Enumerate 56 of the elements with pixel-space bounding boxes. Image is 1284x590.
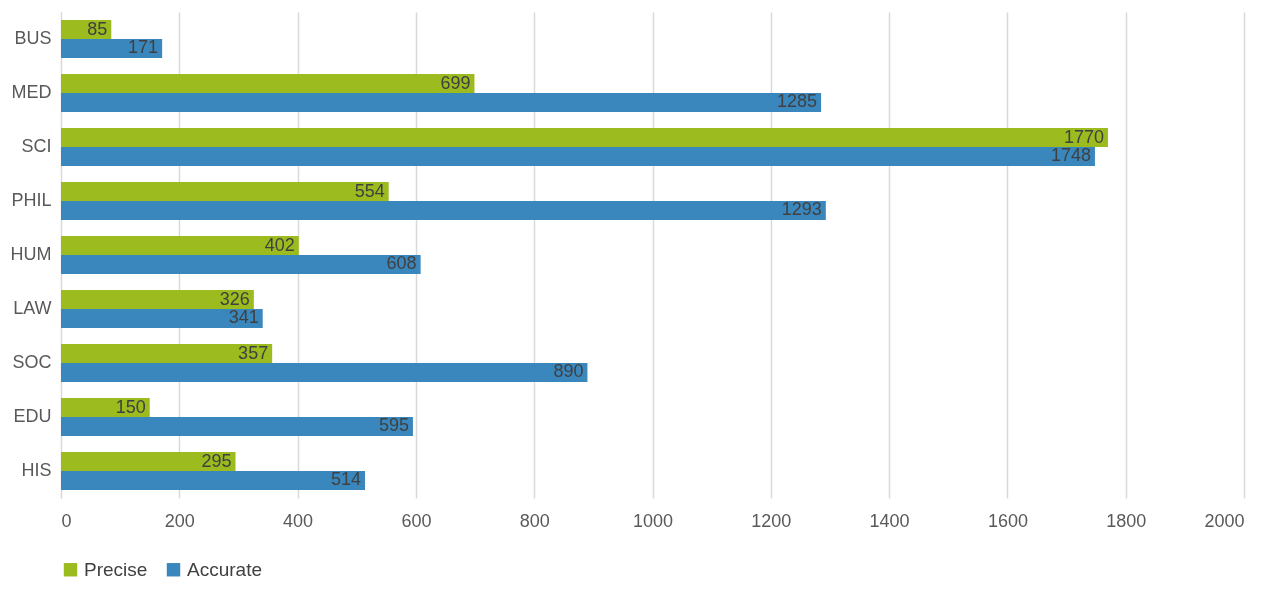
data-label: 1285 [777,91,818,112]
y-tick-label: BUS [14,28,52,48]
bar [61,128,1108,147]
y-tick-label: HUM [10,244,52,264]
x-tick-label: 600 [401,510,432,531]
data-label: 1293 [781,199,822,220]
y-tick-label: MED [11,82,52,102]
bar [61,236,299,255]
bar [61,417,413,436]
data-label: 1748 [1050,145,1091,166]
data-label: 341 [228,307,259,328]
data-label: 1770 [1063,126,1104,147]
x-tick-label: 1400 [869,510,910,531]
data-label: 171 [128,37,159,58]
legend-label: Accurate [187,558,262,580]
bar [61,147,1095,166]
y-tick-label: EDU [13,406,52,426]
legend-label: Precise [84,558,148,580]
data-label: 554 [354,180,385,201]
data-label: 150 [115,396,146,417]
data-label: 608 [386,253,417,274]
y-tick-label: HIS [21,460,52,480]
bar [61,309,263,328]
data-label: 357 [238,342,269,363]
data-label: 595 [378,415,409,436]
data-label: 514 [330,469,362,490]
x-tick-label: 400 [283,510,314,531]
x-tick-label: 2000 [1204,510,1245,531]
bar [61,39,163,58]
bar [61,344,273,363]
data-label: 85 [87,18,108,39]
y-tick-label: SCI [21,136,52,156]
x-tick-label: 1600 [987,510,1028,531]
data-label: 295 [201,450,232,471]
bar [61,255,421,274]
bar [61,182,389,201]
x-tick-label: 800 [519,510,550,531]
bar [61,471,366,490]
x-tick-label: 200 [164,510,195,531]
bar [61,93,822,112]
y-tick-label: LAW [13,298,52,318]
y-tick-label: SOC [12,352,52,372]
y-tick-label: PHIL [11,190,52,210]
data-label: 890 [553,361,584,382]
x-tick-label: 1000 [632,510,674,531]
bar [61,290,254,309]
x-tick-label: 1200 [751,510,792,531]
bar [61,74,475,93]
x-tick-label: 1800 [1106,510,1147,531]
bar [61,452,236,471]
x-tick-label: 0 [61,510,72,531]
bar [61,363,588,382]
data-label: 326 [219,288,250,309]
data-label: 699 [440,72,471,93]
data-label: 402 [264,234,295,255]
bar [61,201,826,220]
